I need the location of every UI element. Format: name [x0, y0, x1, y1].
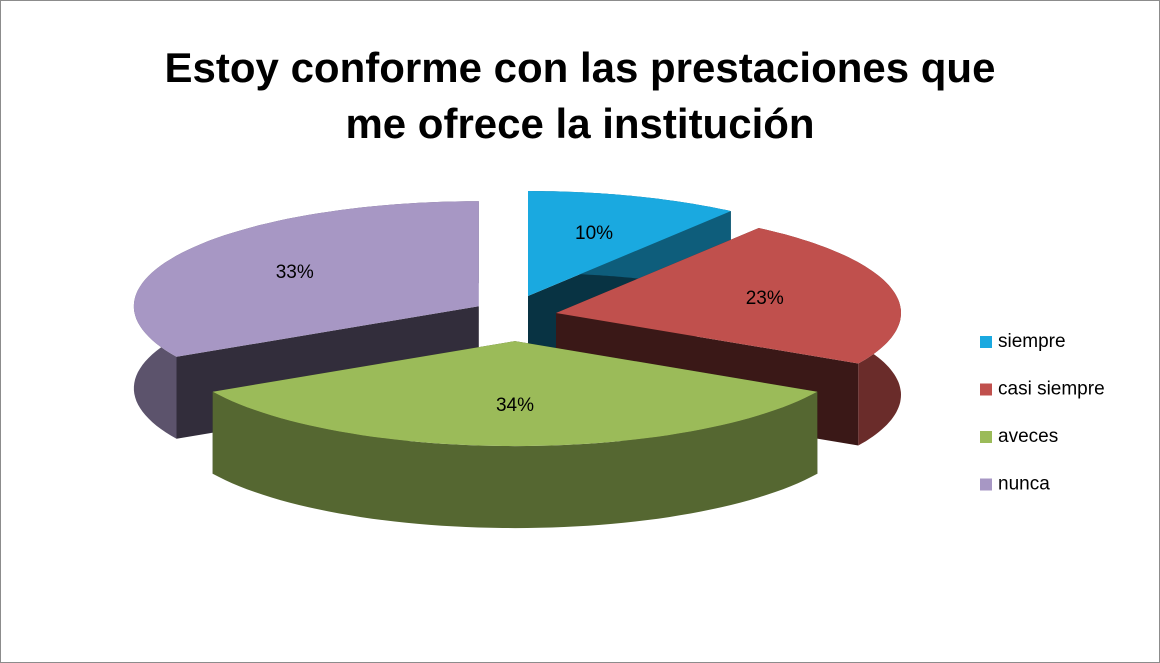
data-label: 10% [575, 223, 613, 244]
data-label: 23% [746, 288, 784, 309]
chart-title: Estoy conforme con las prestaciones que … [164, 44, 996, 147]
data-label: 34% [496, 395, 534, 416]
slice-top [556, 228, 901, 364]
slice-top [212, 341, 818, 447]
legend-swatch [980, 336, 992, 348]
slice-top [133, 201, 479, 357]
legend-swatch [980, 383, 992, 396]
slice [212, 341, 818, 529]
legend-swatch [980, 478, 992, 491]
data-label: 33% [276, 262, 314, 283]
legend-label: aveces [998, 426, 1058, 447]
slice-side [212, 391, 818, 529]
slice-top [528, 191, 731, 296]
legend-label: casi siempre [998, 379, 1105, 400]
legend-swatch [980, 431, 992, 443]
legend-label: siempre [998, 331, 1066, 352]
legend-label: nunca [998, 474, 1050, 495]
